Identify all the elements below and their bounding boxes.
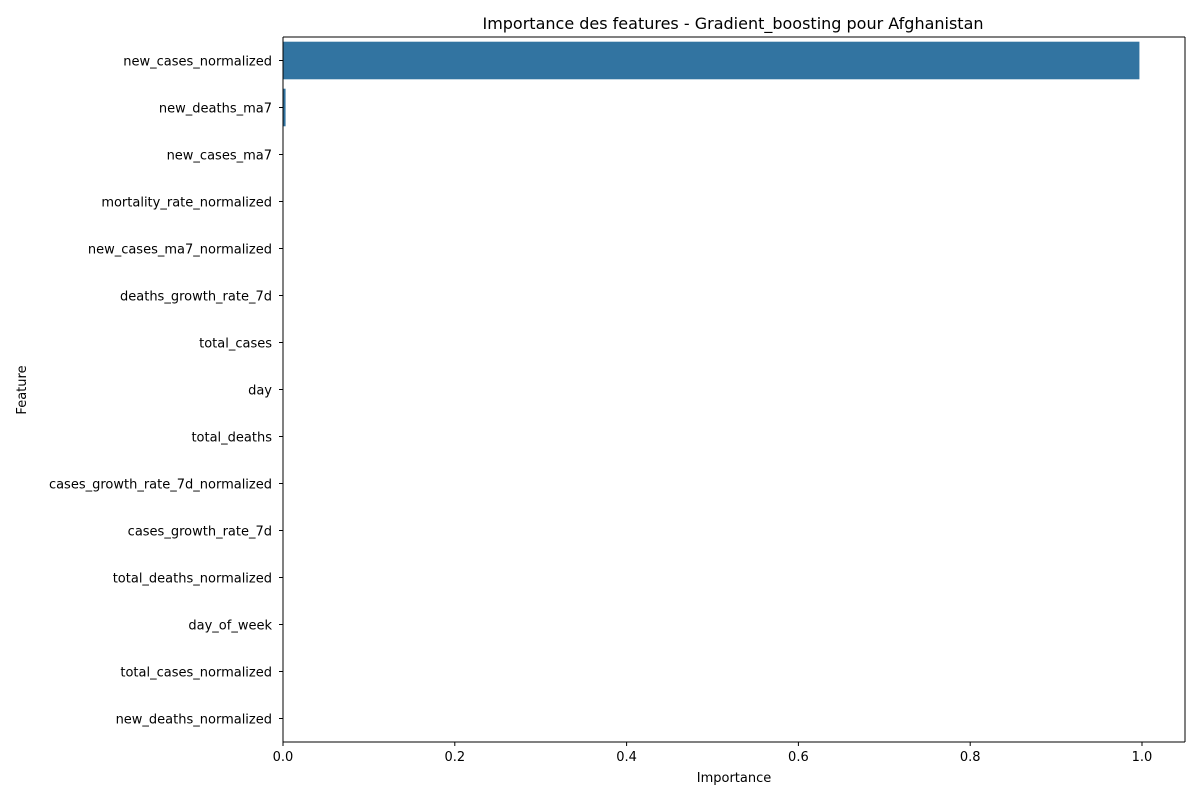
y-tick-label: cases_growth_rate_7d: [128, 525, 272, 540]
x-tick-label: 0.2: [444, 750, 465, 765]
bar-new_cases_normalized: [283, 41, 1140, 80]
x-tick-label: 0.8: [960, 750, 981, 765]
y-tick-label: total_cases: [199, 337, 272, 352]
y-tick-label: new_cases_ma7_normalized: [88, 243, 272, 258]
y-tick-label: mortality_rate_normalized: [101, 196, 272, 211]
x-axis-label: Importance: [697, 771, 772, 786]
x-axis-ticks: 0.0 0.2 0.4 0.6 0.8 1.0: [273, 742, 1153, 765]
y-tick-label: cases_growth_rate_7d_normalized: [49, 478, 272, 493]
y-tick-label: deaths_growth_rate_7d: [120, 290, 272, 305]
x-tick-label: 0.0: [273, 750, 294, 765]
y-tick-label: new_deaths_normalized: [116, 713, 272, 728]
y-tick-label: total_deaths: [191, 431, 272, 446]
x-tick-label: 0.6: [788, 750, 809, 765]
x-tick-label: 0.4: [616, 750, 637, 765]
y-tick-label: total_cases_normalized: [120, 666, 272, 681]
y-tick-label: new_deaths_ma7: [159, 102, 272, 117]
y-tick-label: day: [248, 384, 272, 399]
y-tick-label: new_cases_normalized: [123, 55, 272, 70]
y-axis-label: Feature: [15, 365, 30, 414]
y-tick-label: new_cases_ma7: [167, 149, 272, 164]
bars-group: [283, 41, 1140, 127]
chart-title: Importance des features - Gradient_boost…: [482, 14, 983, 34]
bar-new_deaths_ma7: [283, 88, 286, 127]
y-axis-ticks: new_cases_normalized new_deaths_ma7 new_ca…: [49, 55, 283, 728]
y-tick-label: day_of_week: [188, 619, 272, 634]
x-tick-label: 1.0: [1132, 750, 1153, 765]
y-tick-label: total_deaths_normalized: [113, 572, 272, 587]
